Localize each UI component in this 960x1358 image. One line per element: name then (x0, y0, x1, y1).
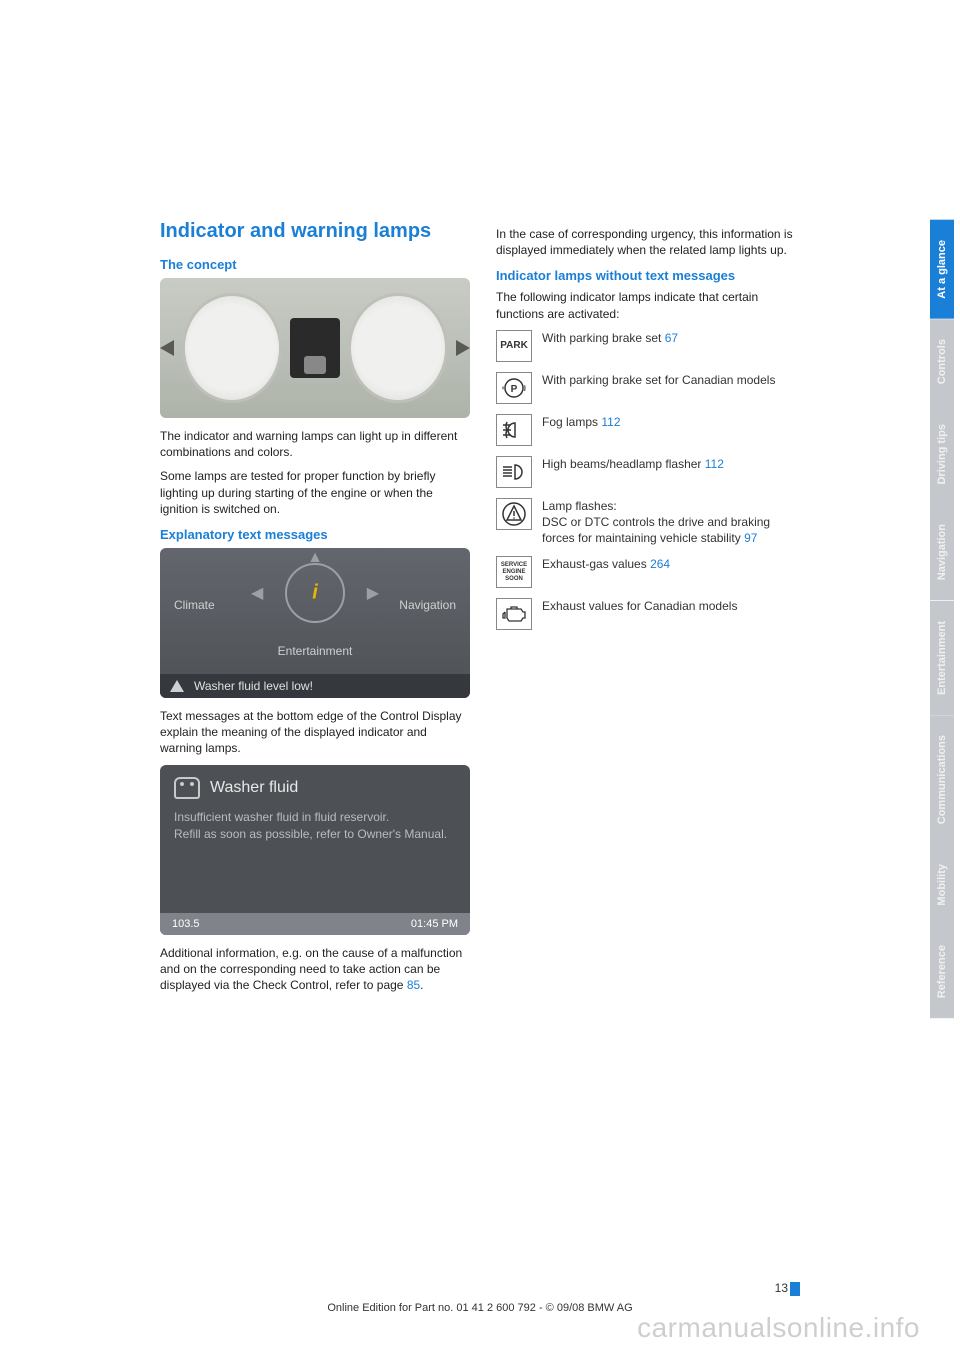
page-link-85[interactable]: 85 (407, 978, 420, 992)
lamp-text: Lamp flashes: DSC or DTC controls the dr… (542, 498, 806, 547)
lamp-text: Exhaust-gas values 264 (542, 556, 806, 572)
park-icon-label: PARK (500, 340, 528, 351)
heading-explanatory: Explanatory text messages (160, 527, 470, 542)
lamp-row-highbeam: High beams/headlamp flasher 112 (496, 456, 806, 488)
additional-info-paragraph: Additional information, e.g. on the caus… (160, 945, 470, 994)
lamp-text: Fog lamps 112 (542, 414, 806, 430)
detail-status-bar: 103.5 01:45 PM (160, 913, 470, 935)
figure-instrument-cluster (160, 278, 470, 418)
lamp-text-a: Fog lamps (542, 415, 598, 429)
fog-lamp-icon (496, 414, 532, 446)
lamp-text-a: Lamp flashes: (542, 499, 617, 513)
heading-no-text-lamps: Indicator lamps without text messages (496, 268, 806, 283)
lamp-text: With parking brake set 67 (542, 330, 806, 346)
page-link[interactable]: 264 (650, 557, 670, 571)
lamp-row-exhaust: SERVICEENGINESOON Exhaust-gas values 264 (496, 556, 806, 588)
idrive-status-bar: Washer fluid level low! (160, 674, 470, 698)
speedometer-gauge (182, 293, 282, 403)
page-number: 13 (775, 1281, 800, 1296)
detail-body: Insufficient washer fluid in fluid reser… (174, 809, 456, 844)
park-circle-icon: P (496, 372, 532, 404)
watermark: carmanualsonline.info (637, 1312, 920, 1344)
idrive-label-navigation: Navigation (399, 598, 456, 612)
tab-at-a-glance[interactable]: At a glance (930, 220, 954, 319)
tachometer-gauge (348, 293, 448, 403)
service-engine-soon-icon: SERVICEENGINESOON (496, 556, 532, 588)
urgency-paragraph: In the case of corresponding urgency, th… (496, 226, 806, 258)
lamp-text-a: High beams/headlamp flasher (542, 457, 701, 471)
tab-reference[interactable]: Reference (930, 925, 954, 1018)
engine-outline-icon (496, 598, 532, 630)
svg-text:P: P (511, 384, 518, 395)
detail-bar-right: 01:45 PM (411, 918, 458, 930)
lamp-text-a: Exhaust values for Canadian models (542, 599, 737, 613)
lamp-row-dsc: Lamp flashes: DSC or DTC controls the dr… (496, 498, 806, 547)
page-link[interactable]: 97 (744, 531, 757, 545)
page-number-marker (790, 1282, 800, 1296)
left-column: Indicator and warning lamps The concept … (160, 220, 470, 1001)
lamp-text-a: With parking brake set for Canadian mode… (542, 373, 775, 387)
page-link[interactable]: 67 (665, 331, 678, 345)
lamp-row-exhaust-canadian: Exhaust values for Canadian models (496, 598, 806, 630)
explanatory-paragraph: Text messages at the bottom edge of the … (160, 708, 470, 757)
content-columns: Indicator and warning lamps The concept … (0, 0, 810, 1001)
page-title: Indicator and warning lamps (160, 220, 470, 243)
status-message: Washer fluid level low! (194, 679, 313, 693)
lamp-row-park-canadian: P With parking brake set for Canadian mo… (496, 372, 806, 404)
no-text-lamps-paragraph: The following indicator lamps indicate t… (496, 289, 806, 321)
warning-triangle-icon (170, 680, 184, 692)
page: Indicator and warning lamps The concept … (0, 0, 960, 1358)
tab-controls[interactable]: Controls (930, 319, 954, 404)
lamp-text-a: Exhaust-gas values (542, 557, 647, 571)
washer-fluid-icon (174, 777, 200, 799)
figure-check-control-detail: Washer fluid Insufficient washer fluid i… (160, 765, 470, 935)
page-link[interactable]: 112 (601, 415, 620, 429)
additional-text-b: . (420, 978, 423, 992)
detail-line-2: Refill as soon as possible, refer to Own… (174, 826, 456, 843)
tab-entertainment[interactable]: Entertainment (930, 601, 954, 715)
page-link[interactable]: 112 (705, 457, 724, 471)
lamp-text: With parking brake set for Canadian mode… (542, 372, 806, 388)
tab-communications[interactable]: Communications (930, 715, 954, 844)
right-column: In the case of corresponding urgency, th… (496, 220, 806, 1001)
dsc-warning-icon (496, 498, 532, 530)
info-icon: i (312, 581, 318, 604)
detail-title-row: Washer fluid (174, 777, 456, 799)
tab-mobility[interactable]: Mobility (930, 844, 954, 926)
lamp-text-b: DSC or DTC controls the drive and brakin… (542, 515, 770, 545)
idrive-dial: ▲ ◀ ▶ i (275, 553, 355, 633)
turn-signal-right-icon (456, 340, 470, 356)
lamp-text-a: With parking brake set (542, 331, 661, 345)
concept-paragraph-2: Some lamps are tested for proper functio… (160, 468, 470, 517)
lamp-text: Exhaust values for Canadian models (542, 598, 806, 614)
detail-bar-left: 103.5 (172, 918, 200, 930)
chevron-right-icon: ▶ (367, 583, 379, 603)
lamp-text: High beams/headlamp flasher 112 (542, 456, 806, 472)
high-beam-icon (496, 456, 532, 488)
figure-idrive-menu: ▲ ◀ ▶ i Climate Navigation Entertainment… (160, 548, 470, 698)
center-display (290, 318, 340, 378)
detail-title: Washer fluid (210, 779, 298, 797)
lamp-row-park: PARK With parking brake set 67 (496, 330, 806, 362)
concept-paragraph-1: The indicator and warning lamps can ligh… (160, 428, 470, 460)
heading-concept: The concept (160, 257, 470, 272)
idrive-label-entertainment: Entertainment (278, 644, 353, 658)
section-tabs: At a glance Controls Driving tips Naviga… (930, 220, 960, 1019)
chevron-left-icon: ◀ (251, 583, 263, 603)
park-text-icon: PARK (496, 330, 532, 362)
tab-navigation[interactable]: Navigation (930, 504, 954, 600)
tab-driving-tips[interactable]: Driving tips (930, 404, 954, 505)
page-number-text: 13 (775, 1281, 788, 1295)
idrive-label-climate: Climate (174, 598, 215, 612)
lamp-row-fog: Fog lamps 112 (496, 414, 806, 446)
turn-signal-left-icon (160, 340, 174, 356)
detail-line-1: Insufficient washer fluid in fluid reser… (174, 809, 456, 826)
